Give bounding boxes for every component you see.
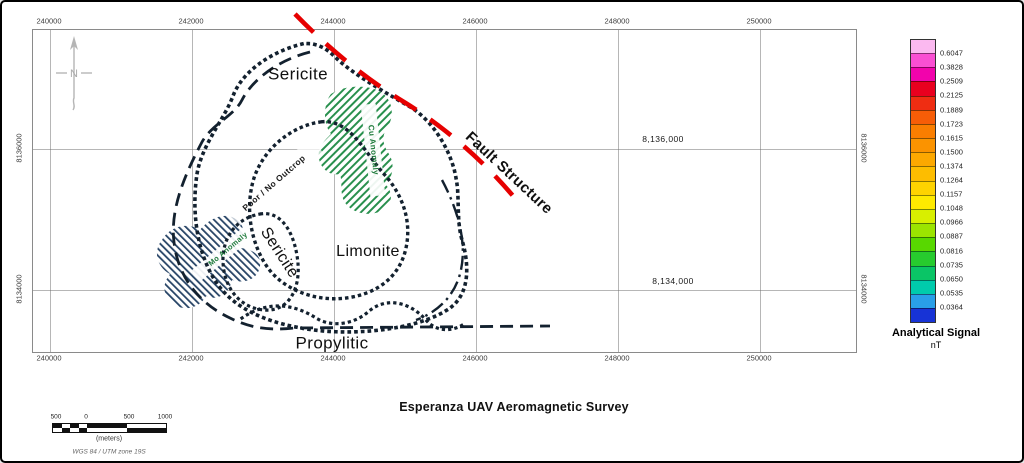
northing-tick-label: 8134000 [14, 274, 24, 304]
scale-bar-cell [87, 424, 127, 428]
color-scale-segment [911, 237, 935, 252]
scale-bar-cell [61, 424, 70, 428]
scale-bar-value: 500 [123, 413, 135, 421]
color-scale-value: 0.1615 [940, 133, 963, 143]
color-scale-segment [911, 81, 935, 96]
legend-unit: nT [930, 340, 942, 350]
color-scale-value: 0.1889 [940, 105, 963, 114]
datum-label: WGS 84 / UTM zone 19S [72, 448, 146, 456]
color-scale-value: 0.1157 [940, 189, 963, 199]
label-limonite: Limonite [336, 243, 400, 260]
color-scale-segment [911, 180, 935, 195]
scale-bar-value: 1000 [157, 413, 173, 421]
grid-line [760, 30, 761, 352]
scale-bar-caption: (meters) [95, 435, 123, 443]
color-scale-value: 0.6047 [940, 48, 963, 58]
color-scale-segment [911, 251, 935, 266]
northing-tick-label: 8136000 [14, 133, 24, 163]
easting-tick-label: 248000 [604, 16, 630, 26]
scale-bar-cell [87, 428, 127, 432]
color-scale-segment [911, 223, 935, 238]
color-scale-segment [911, 152, 935, 167]
color-scale-segment [911, 293, 935, 308]
easting-tick-label: 244000 [320, 16, 346, 26]
easting-tick-label: 244000 [320, 353, 346, 363]
color-scale-value: 0.0364 [940, 302, 963, 312]
scale-bar-cell [78, 424, 87, 428]
color-scale-value: 0.1723 [940, 119, 963, 129]
label-propylitic: Propylitic [295, 333, 369, 353]
grid-line [476, 30, 477, 352]
scale-bar-cell [61, 428, 70, 432]
scale-bar-value: 0 [84, 413, 88, 421]
color-scale-value: 0.0887 [940, 231, 963, 241]
color-scale-segment [911, 123, 935, 139]
color-scale-value: 0.2125 [940, 90, 963, 100]
grid-line [33, 149, 856, 150]
northing-tick-label: 8134000 [859, 274, 869, 304]
color-scale-segment [911, 208, 935, 224]
scale-bar-value: 500 [50, 413, 62, 421]
color-scale-segment [911, 40, 935, 54]
color-scale-segment [911, 194, 935, 209]
grid-line [33, 290, 856, 291]
easting-tick-label: 242000 [178, 16, 204, 26]
color-scale-segment [911, 95, 935, 110]
grid-line [618, 30, 619, 352]
color-scale-value: 0.0816 [940, 246, 963, 255]
easting-tick-label: 250000 [746, 353, 772, 363]
northing-tick-label: 8136000 [859, 133, 869, 163]
color-scale-segment [911, 109, 935, 124]
scale-bar-cell [126, 428, 166, 432]
color-scale-segment [911, 67, 935, 82]
color-scale-segment [911, 279, 935, 294]
aeromagnetic-heatmap [33, 30, 856, 352]
label-sericite-north: Sericite [268, 64, 328, 84]
color-scale-value: 0.1048 [940, 203, 963, 213]
easting-tick-label: 240000 [36, 16, 62, 26]
color-scale-bar [910, 39, 936, 323]
easting-tick-label: 248000 [604, 353, 630, 363]
scale-bar-cell [78, 428, 87, 432]
easting-tick-label: 242000 [178, 353, 204, 363]
color-scale-segment [911, 265, 935, 280]
color-scale-value: 0.0535 [940, 288, 963, 298]
color-scale-value: 0.1264 [940, 175, 963, 185]
easting-tick-label: 246000 [462, 16, 488, 26]
scale-bar-cell [53, 428, 62, 432]
map-frame [32, 29, 857, 353]
legend-title: Analytical Signal [891, 327, 981, 339]
scale-bar-cell [70, 424, 79, 428]
easting-tick-label: 250000 [746, 16, 772, 26]
easting-tick-label: 246000 [462, 353, 488, 363]
color-scale-value: 0.0735 [940, 260, 963, 270]
label-northing-8134000: 8,134,000 [652, 275, 694, 286]
scale-bar-cell [126, 424, 166, 428]
label-northing-8136000: 8,136,000 [642, 133, 684, 144]
color-scale-value: 0.1374 [940, 161, 963, 171]
grid-line [192, 30, 193, 352]
color-scale-value: 0.0650 [940, 274, 963, 284]
scale-bar-cell [53, 424, 62, 428]
color-scale-value: 0.2509 [940, 76, 963, 86]
grid-line [50, 30, 51, 352]
color-scale-value: 0.3828 [940, 62, 963, 72]
grid-line [334, 30, 335, 352]
scale-bar-cell [70, 428, 79, 432]
color-scale-value: 0.1500 [940, 147, 963, 157]
easting-tick-label: 240000 [36, 353, 62, 363]
map-title: Esperanza UAV Aeromagnetic Survey [399, 400, 629, 414]
color-scale-segment [911, 53, 935, 68]
color-scale-segment [911, 166, 935, 181]
color-scale-value: 0.0966 [940, 217, 963, 227]
color-scale-segment [911, 138, 935, 153]
scale-bar [52, 423, 167, 433]
color-scale-segment [911, 307, 935, 323]
